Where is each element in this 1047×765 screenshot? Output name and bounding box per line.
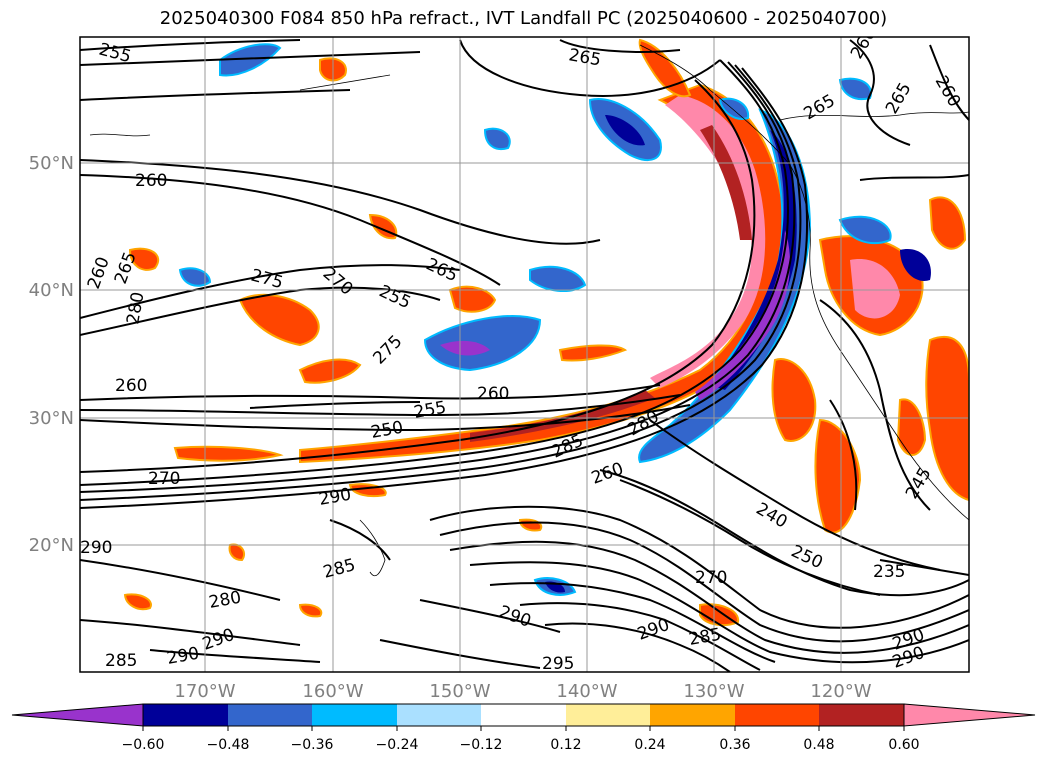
colorbar-tick-label: −0.60 — [122, 737, 165, 753]
colorbar-tick-label: −0.48 — [207, 737, 250, 753]
contour-label: 290 — [80, 538, 112, 558]
colorbar-segment — [312, 704, 397, 726]
colorbar-segment — [819, 704, 904, 726]
colorbar-extend-low — [11, 703, 144, 727]
colorbar-segment — [650, 704, 735, 726]
positive-shading — [123, 38, 969, 627]
lon-label: 150°W — [429, 681, 490, 702]
colorbar-frame — [142, 703, 905, 727]
colorbar-segment — [397, 704, 481, 726]
contour-label: 295 — [542, 654, 574, 674]
lon-label: 130°W — [683, 681, 744, 702]
colorbar-segment — [566, 704, 650, 726]
chart-title: 2025040300 F084 850 hPa refract., IVT La… — [159, 8, 888, 29]
colorbar-tick-label: −0.24 — [376, 737, 419, 753]
gridlines — [80, 37, 969, 672]
colorbar-tick-label: 0.24 — [634, 737, 665, 753]
colorbar-tick-label: 0.60 — [888, 737, 919, 753]
colorbar-segment — [735, 704, 819, 726]
contour-label: 270 — [695, 568, 727, 588]
lat-label: 20°N — [29, 535, 74, 556]
colorbar-tick-labels: −0.60 −0.48 −0.36 −0.24 −0.12 0.12 0.24 … — [122, 737, 920, 753]
colorbar: −0.60 −0.48 −0.36 −0.24 −0.12 0.12 0.24 … — [11, 703, 1036, 753]
colorbar-ticks — [142, 726, 905, 731]
lon-label: 160°W — [302, 681, 363, 702]
lon-label: 120°W — [810, 681, 871, 702]
contour-label: 260 — [477, 384, 509, 404]
colorbar-segment — [228, 704, 312, 726]
lon-label: 170°W — [174, 681, 235, 702]
lat-label: 30°N — [29, 408, 74, 429]
colorbar-segment — [143, 704, 228, 726]
lat-label: 40°N — [29, 280, 74, 301]
map-area — [80, 37, 969, 672]
colorbar-tick-label: 0.12 — [550, 737, 581, 753]
contour-label: 285 — [105, 651, 137, 671]
colorbar-tick-label: 0.48 — [803, 737, 834, 753]
lon-label: 140°W — [556, 681, 617, 702]
contour-label: 260 — [115, 376, 147, 396]
contour-label: 235 — [873, 562, 905, 582]
lon-labels: 170°W 160°W 150°W 140°W 130°W 120°W — [174, 681, 871, 702]
colorbar-extend-high — [903, 703, 1036, 727]
contour-label: 260 — [135, 171, 167, 191]
colorbar-tick-label: −0.36 — [291, 737, 334, 753]
colorbar-tick-label: 0.36 — [719, 737, 750, 753]
map-frame — [79, 36, 970, 673]
lat-labels: 50°N 40°N 30°N 20°N — [29, 153, 74, 556]
coastlines — [89, 44, 969, 577]
lat-label: 50°N — [29, 153, 74, 174]
colorbar-tick-label: −0.12 — [460, 737, 503, 753]
colorbar-segment — [481, 704, 566, 726]
contour-label: 270 — [148, 469, 180, 489]
